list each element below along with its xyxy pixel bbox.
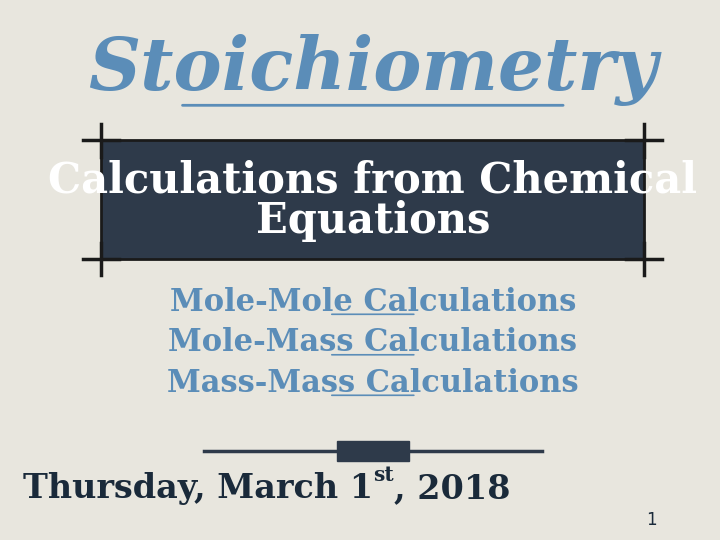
Text: Mole-Mole Calculations: Mole-Mole Calculations: [170, 287, 576, 318]
Text: Thursday, March 1: Thursday, March 1: [23, 472, 373, 505]
Text: 1: 1: [646, 511, 657, 529]
Text: Stoichiometry: Stoichiometry: [88, 34, 657, 106]
FancyBboxPatch shape: [102, 140, 644, 259]
Text: Equations: Equations: [256, 200, 490, 242]
Text: Calculations from Chemical: Calculations from Chemical: [48, 160, 697, 202]
Text: st: st: [373, 465, 393, 485]
Text: Mole-Mass Calculations: Mole-Mass Calculations: [168, 327, 577, 359]
Text: , 2018: , 2018: [394, 472, 510, 505]
FancyBboxPatch shape: [337, 441, 409, 461]
Text: Mass-Mass Calculations: Mass-Mass Calculations: [167, 368, 579, 399]
